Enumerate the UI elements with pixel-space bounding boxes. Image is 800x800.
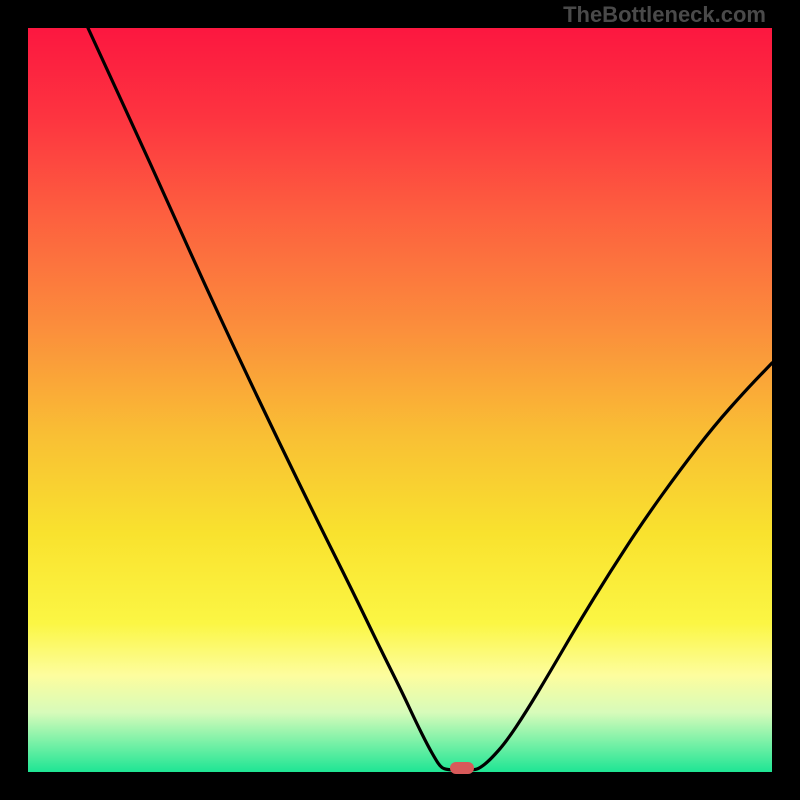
min-marker — [450, 762, 474, 774]
attribution-text: TheBottleneck.com — [563, 2, 766, 27]
